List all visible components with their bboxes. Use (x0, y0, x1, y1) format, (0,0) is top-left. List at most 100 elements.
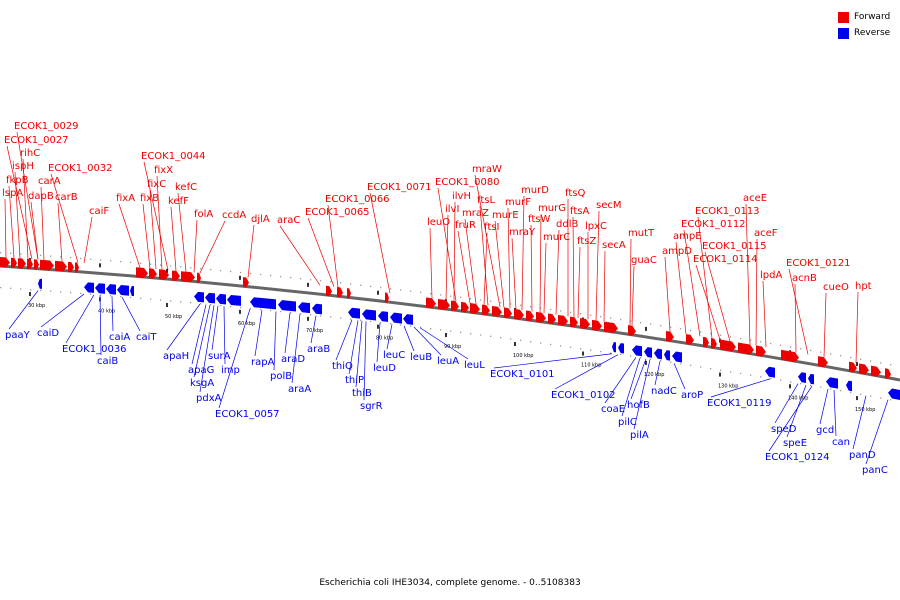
reverse-gene-label: ECOK1_0102 (551, 390, 616, 401)
scale-dot (90, 293, 92, 295)
forward-gene-block (859, 363, 869, 375)
forward-gene-block (492, 305, 502, 317)
forward-gene-block (536, 311, 546, 323)
reverse-label-leader (8, 290, 39, 330)
scale-tick-label: 110 kbp (581, 363, 601, 369)
scale-dot (630, 320, 632, 322)
reverse-gene-label: speD (771, 424, 797, 435)
scale-dot (360, 319, 362, 321)
forward-gene-label: ccdA (222, 210, 246, 221)
reverse-gene-label: sgrR (360, 401, 383, 412)
forward-label-leader (823, 292, 827, 358)
forward-gene-label: djlA (251, 214, 270, 225)
reverse-gene-block (194, 291, 204, 303)
scale-dot (770, 377, 772, 380)
reverse-gene-block (808, 373, 814, 385)
forward-gene-label: murD (521, 185, 549, 196)
reverse-label-leader (493, 353, 613, 369)
scale-dot (390, 288, 392, 290)
reverse-label-leader (193, 304, 211, 378)
scale-dot (560, 345, 562, 347)
scale-dot (730, 371, 732, 373)
scale-dot (70, 256, 72, 259)
reverse-label-leader (348, 320, 359, 375)
forward-gene-label: ftsZ (577, 236, 596, 247)
legend-item-forward: Forward (838, 9, 890, 25)
scale-dot (490, 335, 492, 337)
scale-dot (30, 289, 32, 291)
scale-dot (620, 318, 622, 321)
genome-caption: Escherichia coli IHE3034, complete genom… (319, 578, 581, 588)
forward-gene-block (11, 257, 17, 268)
scale-dot (530, 341, 532, 343)
scale-dot (390, 323, 392, 325)
reverse-label-leader (413, 326, 442, 356)
scale-dot (50, 290, 52, 292)
scale-dot (60, 256, 62, 258)
scale-dot (740, 337, 742, 340)
forward-gene-label: lpxC (585, 221, 607, 232)
scale-tick-label: 60 kbp (238, 321, 255, 327)
forward-gene-label: hpt (855, 281, 872, 292)
scale-dot (790, 346, 792, 348)
reverse-label-leader (254, 309, 263, 357)
scale-dot (750, 374, 752, 376)
reverse-gene-block (106, 284, 116, 295)
forward-gene-block (438, 298, 450, 310)
forward-gene-block (849, 361, 857, 373)
scale-tick-label: 130 kbp (718, 384, 738, 390)
reverse-label-leader (419, 327, 469, 360)
reverse-label-leader (386, 324, 393, 350)
scale-dot (290, 311, 292, 314)
forward-gene-label: ECOK1_0071 (367, 182, 432, 193)
forward-gene-block (548, 313, 556, 325)
reverse-label-leader (363, 321, 367, 401)
scale-dot (460, 296, 462, 299)
forward-label-leader (143, 161, 169, 271)
forward-gene-label: fixC (147, 179, 166, 190)
forward-gene-label: ECOK1_0044 (141, 151, 206, 162)
scale-dot (480, 334, 482, 336)
scale-dot (150, 263, 152, 265)
forward-label-leader (142, 203, 151, 269)
scale-dot (760, 341, 762, 343)
scale-dot (660, 325, 662, 327)
forward-gene-label: secM (596, 200, 622, 211)
forward-gene-label: mutT (628, 228, 655, 239)
scale-dot (550, 343, 552, 346)
scale-dot (460, 331, 462, 334)
forward-gene-label: aceE (743, 193, 767, 204)
scale-dot (560, 310, 562, 312)
forward-gene-label: caiF (89, 206, 109, 217)
reverse-gene-block (130, 285, 134, 297)
forward-gene-block (243, 277, 249, 288)
forward-label-leader (555, 229, 560, 315)
scale-dot (50, 255, 52, 257)
scale-dot (430, 292, 432, 295)
reverse-gene-block (846, 380, 852, 392)
forward-gene-label: ftsA (570, 206, 589, 217)
scale-dot (120, 295, 122, 298)
scale-dot (230, 270, 232, 273)
scale-dot (400, 324, 402, 326)
forward-gene-block (686, 334, 694, 345)
forward-gene-block (514, 308, 524, 320)
scale-dot (20, 288, 22, 290)
scale-dot (710, 332, 712, 335)
forward-gene-block (818, 356, 828, 368)
reverse-gene-label: araD (281, 354, 305, 365)
reverse-gene-label: ECOK1_0036 (62, 344, 127, 355)
scale-dot (370, 285, 372, 288)
forward-label-leader (543, 242, 547, 314)
scale-dot (300, 278, 302, 280)
forward-gene-block (482, 304, 490, 316)
forward-label-leader (83, 216, 93, 264)
forward-gene-label: ECOK1_0027 (4, 135, 69, 146)
scale-dot (10, 287, 12, 289)
scale-dot (570, 311, 572, 313)
forward-gene-label: ilvI (445, 204, 459, 215)
forward-label-leader (629, 238, 632, 326)
scale-dot (800, 348, 802, 350)
scale-dot (850, 391, 852, 394)
